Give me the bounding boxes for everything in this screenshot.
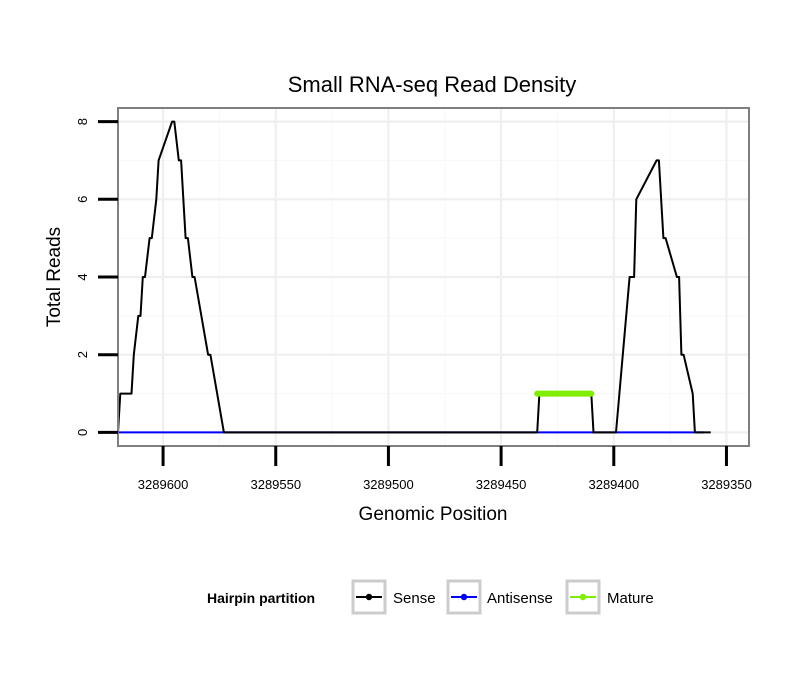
y-tick-label: 2	[75, 351, 90, 358]
y-tick-label: 6	[75, 196, 90, 203]
x-tick-label: 3289350	[701, 477, 752, 492]
legend-entry-antisense: Antisense	[446, 579, 553, 615]
legend: Hairpin partition Sense Antisense Mature	[207, 579, 654, 615]
y-tick-label: 8	[75, 118, 90, 125]
legend-label-sense: Sense	[393, 590, 436, 607]
x-tick-label: 3289500	[363, 477, 414, 492]
x-tick-label: 3289600	[138, 477, 189, 492]
legend-swatch-point-sense	[365, 593, 373, 601]
series-line-sense	[117, 120, 711, 434]
x-axis: 3289600 3289550 3289500 3289450 3289400 32893…	[138, 446, 752, 492]
legend-label-antisense: Antisense	[487, 590, 553, 607]
chart-title: Small RNA-seq Read Density	[288, 72, 577, 97]
legend-entry-sense: Sense	[351, 579, 436, 615]
x-tick-label: 3289400	[588, 477, 639, 492]
legend-entry-mature: Mature	[565, 579, 654, 615]
legend-swatch-point-mature	[579, 593, 587, 601]
grid-lines	[118, 108, 749, 446]
y-tick-label: 0	[75, 429, 90, 436]
y-tick-label: 4	[75, 273, 90, 280]
x-axis-label: Genomic Position	[359, 504, 508, 525]
series-layer	[117, 120, 711, 434]
x-tick-label: 3289550	[250, 477, 301, 492]
legend-label-mature: Mature	[607, 590, 654, 607]
legend-swatch-point-antisense	[460, 593, 468, 601]
legend-title: Hairpin partition	[207, 590, 315, 606]
x-tick-label: 3289450	[476, 477, 527, 492]
y-axis: 0 2 4 6 8	[75, 118, 118, 436]
y-axis-label: Total Reads	[44, 227, 65, 327]
